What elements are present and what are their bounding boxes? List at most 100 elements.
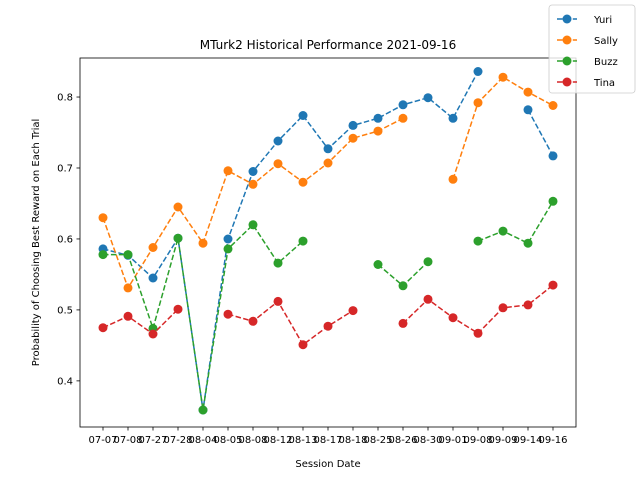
data-point <box>223 244 233 254</box>
data-point <box>423 294 433 304</box>
data-point <box>473 236 483 246</box>
data-point <box>148 329 158 339</box>
data-point <box>523 300 533 310</box>
legend-marker <box>562 56 572 66</box>
x-tick-label: 08-13 <box>288 435 317 446</box>
data-point <box>273 159 283 169</box>
data-point <box>323 321 333 331</box>
legend-entry-buzz: Buzz <box>594 57 618 68</box>
x-tick-label: 08-30 <box>413 435 442 446</box>
data-point <box>248 179 258 189</box>
data-point <box>273 136 283 146</box>
legend-marker <box>562 35 572 45</box>
x-tick-label: 08-18 <box>338 435 367 446</box>
series-line <box>102 308 179 335</box>
legend-marker <box>562 77 572 87</box>
x-tick-label: 08-25 <box>363 435 392 446</box>
data-point <box>523 87 533 97</box>
data-point <box>123 283 133 293</box>
data-point <box>248 167 258 176</box>
x-tick-label: 09-08 <box>463 435 492 446</box>
legend-entry-sally: Sally <box>594 36 618 47</box>
y-tick-label: 0.5 <box>57 305 73 316</box>
data-point <box>198 238 208 248</box>
legend-entry-tina: Tina <box>593 78 615 89</box>
x-tick-label: 09-14 <box>513 435 542 446</box>
data-point <box>373 260 383 269</box>
series-line <box>452 76 554 180</box>
data-point <box>123 311 133 321</box>
data-point <box>448 113 458 123</box>
data-point <box>98 213 108 223</box>
data-point <box>223 309 233 319</box>
data-point <box>398 281 408 291</box>
data-point <box>448 313 458 323</box>
data-point <box>298 236 308 246</box>
data-point <box>398 100 408 110</box>
data-point <box>273 296 283 306</box>
series-line <box>477 200 554 245</box>
data-point <box>223 166 233 176</box>
y-tick-label: 0.6 <box>57 234 73 245</box>
data-point <box>298 340 308 350</box>
x-tick-label: 08-12 <box>263 435 292 446</box>
data-point <box>348 133 358 143</box>
x-tick-label: 08-05 <box>213 435 242 446</box>
data-point <box>373 126 383 136</box>
y-axis-label: Probability of Choosing Best Reward on E… <box>31 119 42 367</box>
data-point <box>498 226 508 236</box>
data-point <box>473 67 483 76</box>
y-tick-label: 0.7 <box>57 163 73 174</box>
x-tick-label: 09-01 <box>438 435 467 446</box>
data-point <box>248 220 258 230</box>
data-point <box>173 202 183 212</box>
series-line <box>102 71 479 411</box>
series-tina <box>98 280 558 350</box>
legend-box <box>548 4 636 94</box>
data-point <box>248 316 258 326</box>
data-point <box>548 101 558 110</box>
data-point <box>548 280 558 290</box>
data-point <box>398 318 408 328</box>
chart-title: MTurk2 Historical Performance 2021-09-16 <box>200 38 456 52</box>
data-point <box>423 257 433 267</box>
data-point <box>398 113 408 123</box>
data-point <box>298 177 308 187</box>
x-tick-label: 09-16 <box>538 435 567 446</box>
data-point <box>548 196 558 206</box>
data-point <box>348 120 358 130</box>
data-point <box>473 98 483 108</box>
data-point <box>323 158 333 168</box>
legend-marker <box>562 14 572 24</box>
data-point <box>173 233 183 243</box>
series-line <box>103 223 304 411</box>
data-point <box>123 250 133 260</box>
data-point <box>548 151 558 161</box>
y-tick-label: 0.8 <box>57 93 73 104</box>
x-tick-label: 07-27 <box>138 435 167 446</box>
x-tick-label: 08-26 <box>388 435 417 446</box>
data-point <box>298 111 308 120</box>
legend: Yuri Sally Buzz Tina <box>548 4 636 94</box>
data-point <box>523 105 533 115</box>
data-point <box>373 113 383 123</box>
data-point <box>223 234 233 244</box>
data-point <box>473 328 483 338</box>
series-buzz <box>98 196 558 415</box>
data-point <box>348 306 358 316</box>
data-point <box>523 238 533 248</box>
series-sally <box>98 72 558 293</box>
x-axis-label: Session Date <box>295 459 360 470</box>
legend-entry-yuri: Yuri <box>593 15 612 26</box>
data-point <box>498 303 508 313</box>
data-point <box>98 250 108 260</box>
x-tick-label: 08-04 <box>188 435 217 446</box>
series-line <box>527 109 554 157</box>
data-point <box>323 144 333 154</box>
x-tick-label: 08-17 <box>313 435 342 446</box>
x-tick-label: 09-09 <box>488 435 517 446</box>
data-point <box>173 304 183 314</box>
data-point <box>273 258 283 268</box>
